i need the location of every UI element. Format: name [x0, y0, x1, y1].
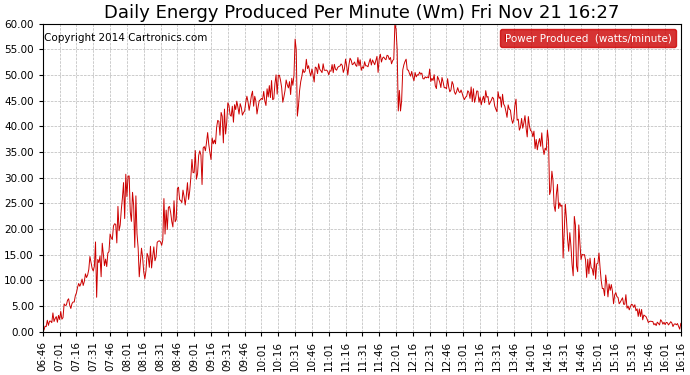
Legend: Power Produced  (watts/minute): Power Produced (watts/minute) — [500, 29, 676, 47]
Title: Daily Energy Produced Per Minute (Wm) Fri Nov 21 16:27: Daily Energy Produced Per Minute (Wm) Fr… — [104, 4, 620, 22]
Text: Copyright 2014 Cartronics.com: Copyright 2014 Cartronics.com — [44, 33, 208, 43]
